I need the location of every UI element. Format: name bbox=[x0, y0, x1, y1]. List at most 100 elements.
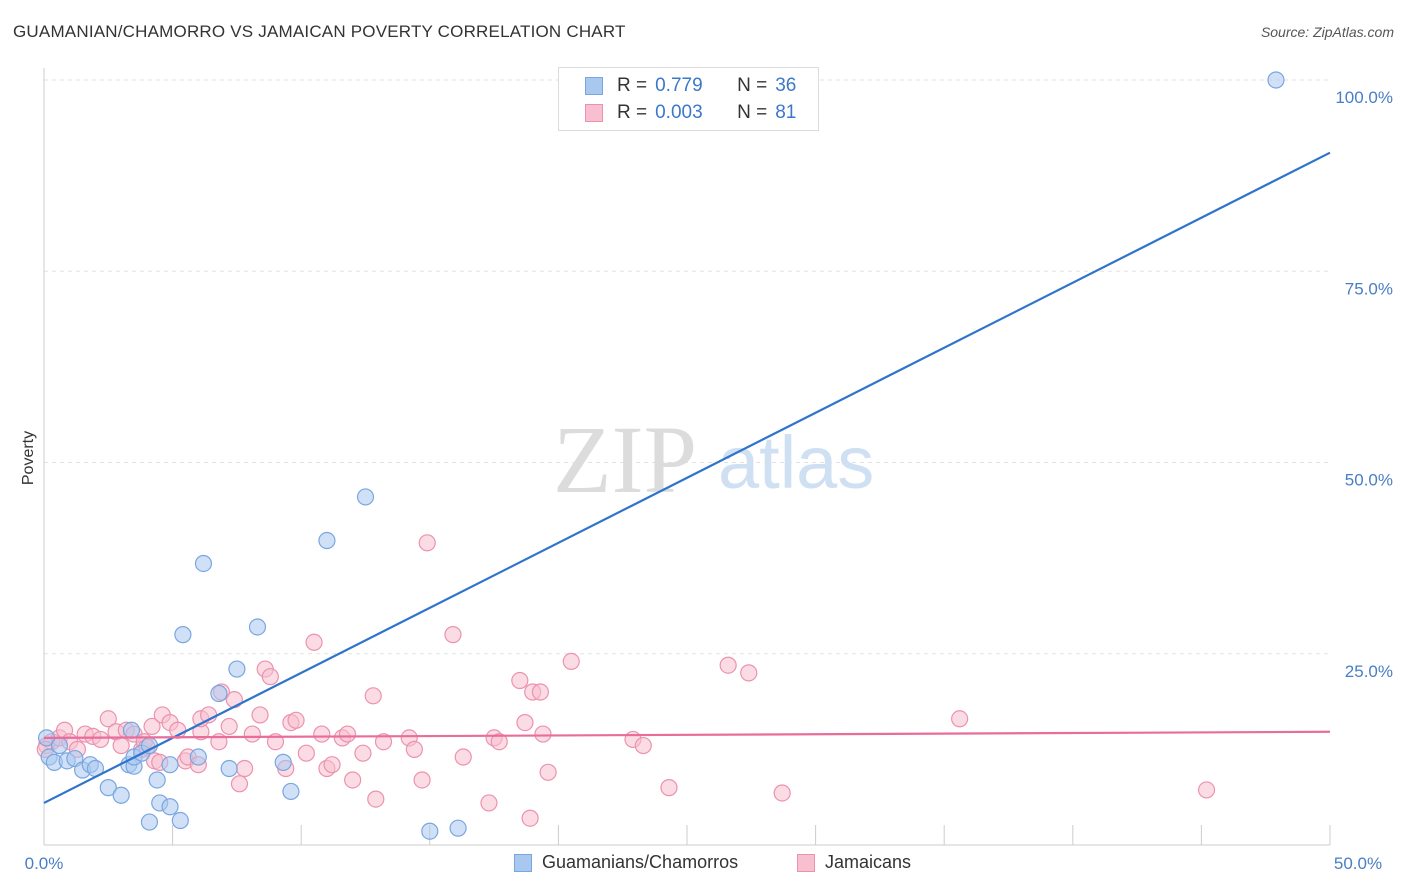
jam-point-63 bbox=[490, 733, 508, 751]
jam-point-31 bbox=[220, 717, 238, 736]
x-tick-label-min: 0.0% bbox=[25, 854, 64, 873]
guamanians-points bbox=[37, 71, 1285, 840]
y-tick-label-100: 100.0% bbox=[1335, 88, 1393, 107]
jam-point-54 bbox=[374, 733, 393, 751]
guam-point-36 bbox=[1267, 71, 1285, 89]
jam-point-69 bbox=[539, 763, 557, 781]
legend-r-value: 0.003 bbox=[655, 102, 703, 123]
jam-point-68 bbox=[534, 725, 552, 743]
guam-point-28 bbox=[228, 660, 246, 678]
jam-point-36 bbox=[251, 706, 269, 724]
guam-point-10 bbox=[112, 786, 130, 804]
legend-n-value: 81 bbox=[775, 102, 797, 123]
watermark-zip: ZIP bbox=[553, 406, 697, 513]
legend-swatch-jam bbox=[585, 104, 603, 122]
jam-point-52 bbox=[364, 687, 382, 705]
jam-point-51 bbox=[354, 744, 372, 762]
guam-point-29 bbox=[248, 618, 267, 636]
watermark: ZIP atlas bbox=[553, 406, 874, 513]
guam-trend-line bbox=[43, 151, 1331, 804]
jam-point-79 bbox=[521, 809, 539, 827]
legend-n-label: N = bbox=[737, 102, 768, 123]
x-ticks bbox=[172, 825, 1331, 845]
jamaicans-points bbox=[36, 534, 1216, 827]
jam-point-64 bbox=[511, 671, 529, 690]
jam-point-70 bbox=[562, 652, 580, 671]
legend-n-label: N = bbox=[737, 75, 768, 96]
jam-point-77 bbox=[951, 710, 969, 728]
guam-point-27 bbox=[220, 759, 238, 778]
guam-point-25 bbox=[194, 554, 213, 573]
gridlines bbox=[44, 79, 1330, 655]
jam-point-57 bbox=[413, 771, 431, 789]
chart-title: GUAMANIAN/CHAMORRO VS JAMAICAN POVERTY C… bbox=[13, 22, 626, 41]
jam-point-50 bbox=[344, 771, 362, 789]
jam-point-17 bbox=[143, 717, 161, 736]
guam-point-30 bbox=[274, 753, 292, 771]
guam-point-21 bbox=[161, 798, 179, 816]
jam-point-78 bbox=[1197, 781, 1216, 799]
jam-point-45 bbox=[313, 725, 331, 743]
guam-point-3 bbox=[50, 736, 69, 755]
jam-point-35 bbox=[243, 725, 261, 743]
watermark-atlas: atlas bbox=[718, 421, 874, 504]
jam-point-34 bbox=[236, 759, 254, 778]
legend-row-jam: R = 0.003 N = 81 bbox=[585, 101, 796, 125]
jam-point-53 bbox=[367, 790, 385, 808]
guam-point-32 bbox=[318, 531, 336, 550]
guam-point-34 bbox=[421, 822, 439, 840]
jam-point-49 bbox=[338, 725, 357, 743]
y-tick-label-25: 25.0% bbox=[1345, 662, 1393, 681]
jam-point-75 bbox=[740, 664, 758, 682]
guam-point-35 bbox=[449, 819, 467, 837]
jam-point-43 bbox=[297, 744, 315, 762]
jam-trend-line bbox=[43, 730, 1331, 740]
jam-point-9 bbox=[99, 710, 117, 728]
jam-point-67 bbox=[531, 683, 549, 701]
bottom-legend-swatch-guam bbox=[514, 853, 532, 872]
jam-point-8 bbox=[91, 730, 110, 749]
jam-point-73 bbox=[660, 779, 678, 797]
bottom-legend-label-jam: Jamaicans bbox=[825, 852, 912, 872]
guam-point-31 bbox=[282, 782, 300, 801]
jam-point-76 bbox=[773, 784, 791, 802]
y-tick-label-75: 75.0% bbox=[1345, 279, 1393, 298]
jam-point-60 bbox=[454, 748, 472, 766]
legend-row-guam: R = 0.779 N = 36 bbox=[585, 74, 796, 98]
y-axis-title: Poverty bbox=[20, 431, 37, 485]
bottom-legend-jam: Jamaicans bbox=[797, 852, 911, 873]
x-tick-label-max: 50.0% bbox=[1334, 854, 1382, 873]
jam-point-65 bbox=[516, 713, 534, 732]
legend-r-label: R = bbox=[617, 102, 648, 123]
guam-point-13 bbox=[122, 721, 141, 739]
chart-source: Source: ZipAtlas.com bbox=[1260, 24, 1394, 40]
jam-point-56 bbox=[405, 740, 423, 758]
legend-swatch-guam bbox=[585, 77, 603, 95]
guam-point-9 bbox=[99, 779, 117, 797]
jam-point-58 bbox=[418, 534, 436, 552]
jam-point-32 bbox=[225, 691, 243, 709]
jam-point-47 bbox=[323, 756, 341, 774]
jam-point-42 bbox=[287, 711, 305, 729]
guam-point-17 bbox=[140, 813, 159, 831]
guam-point-33 bbox=[356, 488, 375, 506]
legend: R = 0.779 N = 36 R = 0.003 N = 81 bbox=[558, 67, 819, 131]
jam-point-59 bbox=[444, 626, 462, 644]
jam-point-33 bbox=[230, 775, 249, 793]
guam-point-23 bbox=[174, 626, 192, 644]
jam-point-11 bbox=[112, 736, 130, 755]
guam-point-24 bbox=[189, 748, 207, 766]
bottom-legend-label-guam: Guamanians/Chamorros bbox=[542, 852, 739, 872]
jam-point-74 bbox=[719, 656, 737, 674]
trend-lines bbox=[43, 151, 1331, 804]
guam-point-22 bbox=[171, 811, 189, 830]
jam-point-72 bbox=[634, 736, 652, 755]
guam-point-18 bbox=[148, 771, 166, 789]
jam-point-61 bbox=[480, 794, 498, 812]
bottom-legend-guam: Guamanians/Chamorros bbox=[514, 852, 738, 873]
y-tick-label-50: 50.0% bbox=[1345, 471, 1393, 490]
jam-point-38 bbox=[261, 668, 279, 686]
legend-r-label: R = bbox=[617, 75, 648, 96]
legend-n-value: 36 bbox=[775, 75, 797, 96]
